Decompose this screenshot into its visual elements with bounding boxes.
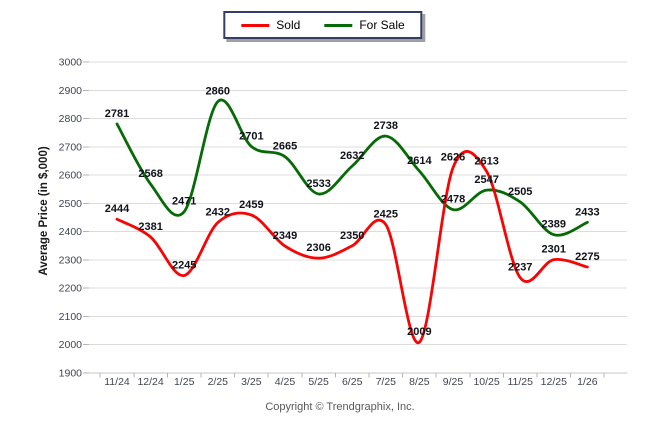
y-tick-label: 2700 (59, 141, 83, 153)
sold-data-label: 2349 (273, 230, 297, 242)
legend-item-sold: Sold (241, 18, 300, 32)
for-sale-data-label: 2471 (172, 196, 196, 208)
sold-data-label: 2350 (340, 230, 364, 242)
x-tick-label: 5/25 (308, 376, 329, 388)
legend-label-for-sale: For Sale (359, 18, 405, 32)
y-tick-label: 2600 (59, 170, 83, 182)
x-tick-label: 3/25 (241, 376, 262, 388)
x-tick-label: 11/25 (507, 376, 533, 388)
y-tick-label: 2000 (59, 339, 83, 351)
y-tick-label: 2200 (59, 283, 83, 295)
for-sale-data-label: 2860 (206, 86, 230, 98)
sold-data-label: 2009 (407, 326, 431, 338)
x-tick-label: 8/25 (409, 376, 430, 388)
y-tick-label: 2900 (59, 85, 83, 97)
x-tick-label: 11/24 (104, 376, 130, 388)
x-tick-label: 10/25 (473, 376, 499, 388)
sold-data-label: 2306 (306, 242, 330, 254)
y-tick-label: 3000 (59, 57, 83, 69)
for-sale-data-label: 2389 (542, 219, 566, 231)
x-tick-label: 2/25 (208, 376, 229, 388)
for-sale-data-label: 2701 (239, 131, 263, 143)
for-sale-data-label: 2568 (138, 168, 162, 180)
legend: Sold For Sale (223, 11, 423, 39)
y-tick-label: 2300 (59, 254, 83, 266)
y-tick-label: 1900 (59, 368, 83, 380)
for-sale-data-label: 2533 (306, 178, 330, 190)
for-sale-data-label: 2632 (340, 150, 364, 162)
sold-data-label: 2237 (508, 262, 532, 274)
sold-data-label: 2301 (542, 244, 566, 256)
sold-data-label: 2626 (441, 152, 465, 164)
sold-data-label: 2381 (138, 221, 162, 233)
copyright-text: Copyright © Trendgraphix, Inc. (265, 401, 415, 413)
sold-data-label: 2444 (105, 203, 130, 215)
sold-line (115, 150, 589, 344)
x-tick-label: 1/26 (577, 376, 598, 388)
for-sale-data-label: 2433 (575, 206, 599, 218)
for-sale-line-swatch (324, 23, 353, 27)
sold-data-label: 2245 (172, 259, 196, 271)
for-sale-data-label: 2738 (374, 120, 398, 132)
sold-line-swatch (241, 23, 270, 27)
sold-data-label: 2275 (575, 251, 599, 263)
y-tick-label: 2800 (59, 113, 83, 125)
y-tick-label: 2400 (59, 226, 83, 238)
legend-label-sold: Sold (276, 18, 301, 32)
for-sale-data-label: 2614 (407, 155, 432, 167)
for-sale-data-label: 2781 (105, 108, 129, 120)
for-sale-data-label: 2665 (273, 141, 297, 153)
x-tick-label: 9/25 (443, 376, 464, 388)
x-tick-label: 12/25 (541, 376, 567, 388)
for-sale-data-label: 2547 (474, 174, 498, 186)
sold-data-label: 2613 (474, 155, 498, 167)
x-tick-label: 6/25 (342, 376, 363, 388)
for-sale-data-label: 2478 (441, 194, 465, 206)
sold-data-label: 2459 (239, 199, 263, 211)
x-tick-label: 4/25 (275, 376, 296, 388)
x-tick-label: 1/25 (174, 376, 195, 388)
sold-data-label: 2432 (206, 207, 230, 219)
x-tick-label: 12/24 (137, 376, 163, 388)
sold-data-label: 2425 (374, 209, 398, 221)
y-tick-label: 2100 (59, 311, 83, 323)
for-sale-line (115, 98, 589, 237)
legend-item-for-sale: For Sale (324, 18, 405, 32)
y-tick-label: 2500 (59, 198, 83, 210)
for-sale-data-label: 2505 (508, 186, 532, 198)
x-tick-label: 7/25 (376, 376, 397, 388)
